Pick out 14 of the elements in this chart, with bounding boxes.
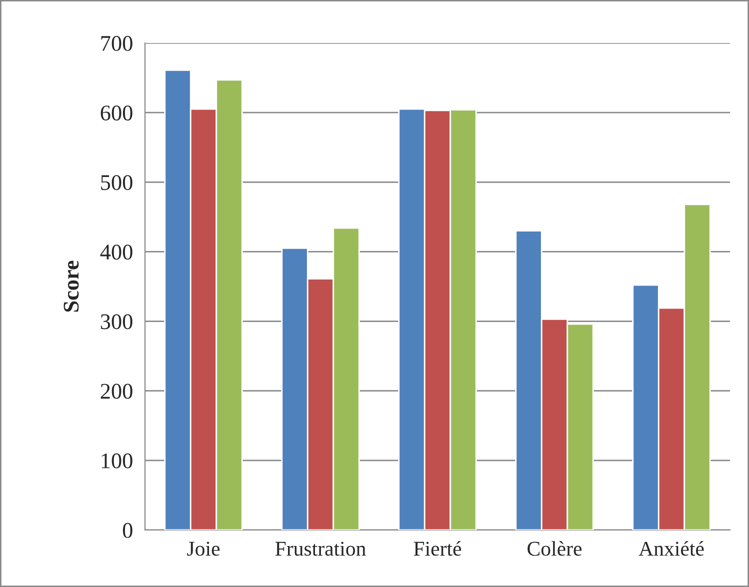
x-tick-label: Anxiété: [638, 541, 704, 556]
y-axis-title: Score: [64, 260, 79, 312]
y-tick-label: 300: [100, 314, 132, 330]
y-tick-label: 100: [102, 453, 132, 468]
y-tick-label: 200: [100, 384, 132, 399]
y-tick-label: 700: [101, 36, 132, 51]
y-tick-label: 0: [122, 522, 132, 538]
x-tick-label: Joie: [187, 542, 220, 556]
x-tick-label: Colère: [528, 541, 582, 556]
x-tick-label: Fierté: [414, 541, 462, 556]
y-tick-label: 600: [100, 106, 132, 120]
y-tick-label: 400: [100, 244, 132, 260]
y-tick-label: 500: [101, 175, 132, 190]
x-tick-label: Frustration: [275, 542, 366, 556]
